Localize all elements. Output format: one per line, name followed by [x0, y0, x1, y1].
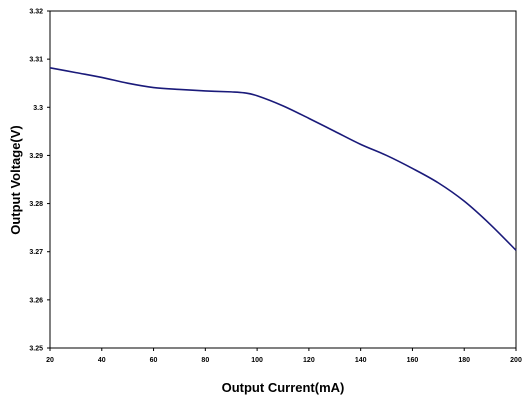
y-tick-label: 3.32: [29, 9, 43, 16]
x-tick-label: 120: [303, 357, 315, 364]
y-tick-label: 3.29: [29, 153, 43, 160]
x-tick-label: 200: [510, 357, 522, 364]
x-tick-label: 140: [355, 357, 367, 364]
y-tick-label: 3.27: [29, 249, 43, 256]
x-tick-label: 80: [201, 357, 209, 364]
x-tick-label: 60: [150, 357, 158, 364]
x-tick-label: 160: [407, 357, 419, 364]
x-tick-label: 100: [251, 357, 263, 364]
y-tick-label: 3.25: [29, 346, 43, 353]
x-tick-label: 40: [98, 357, 106, 364]
x-tick-label: 20: [46, 357, 54, 364]
y-tick-label: 3.26: [29, 297, 43, 304]
x-axis-title: Output Current(mA): [222, 380, 345, 395]
y-tick-label: 3.28: [29, 201, 43, 208]
y-tick-label: 3.31: [29, 57, 43, 64]
y-tick-label: 3.3: [33, 105, 43, 112]
tick-layer: 20 40 60 80 100 120 140 160 180 200 3.25 3.26 3.27 3.…: [29, 9, 522, 365]
series-line: [49, 67, 517, 251]
x-tick-label: 180: [458, 357, 470, 364]
plot-area-frame: [49, 10, 517, 349]
y-axis-title: Output Voltage(V): [8, 125, 23, 235]
